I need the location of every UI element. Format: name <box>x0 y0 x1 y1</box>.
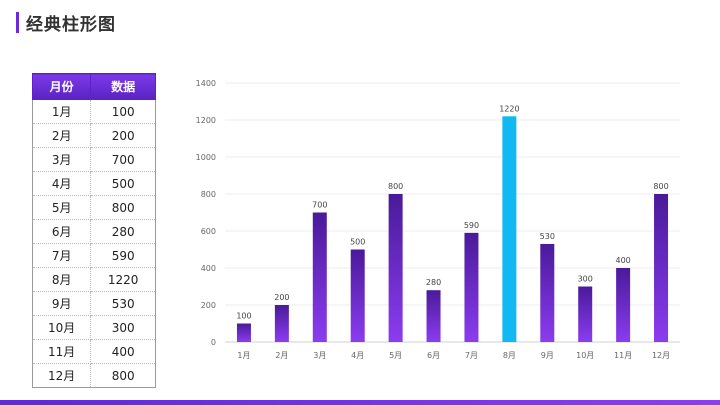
x-tick-label: 6月 <box>427 351 440 360</box>
data-label: 700 <box>312 201 327 210</box>
table-header-month: 月份 <box>31 73 92 100</box>
table-row: 9月 530 <box>31 291 156 316</box>
table-header-row: 月份 数据 <box>31 73 156 100</box>
bar <box>616 268 631 342</box>
data-label: 100 <box>236 312 251 321</box>
title-accent-bar <box>16 12 19 33</box>
bar-chart: 0 200 400 600 800 1000 1200 1400 100 1月 200 2月 700 3月… <box>196 79 680 360</box>
bar <box>236 323 251 342</box>
table-row: 10月 300 <box>31 315 156 340</box>
table-cell-month: 7月 <box>31 243 92 268</box>
bar <box>312 212 327 342</box>
bar <box>502 116 517 342</box>
table-cell-month: 2月 <box>31 123 92 148</box>
data-table: 月份 数据 1月 100 2月 200 3月 700 4月 500 5月 800 6月 28… <box>31 73 156 388</box>
bar <box>426 290 441 342</box>
y-tick-label: 1200 <box>196 116 216 125</box>
table-cell-value: 700 <box>90 147 156 172</box>
table-cell-value: 500 <box>90 171 156 196</box>
table-cell-month: 1月 <box>31 99 92 124</box>
y-tick-label: 0 <box>211 338 216 347</box>
bar <box>578 286 593 342</box>
bar <box>274 305 289 342</box>
y-tick-label: 400 <box>201 264 216 273</box>
table-cell-month: 6月 <box>31 219 92 244</box>
table-row: 12月 800 <box>31 363 156 388</box>
data-label: 500 <box>350 238 365 247</box>
table-cell-month: 11月 <box>31 339 92 364</box>
table-row: 4月 500 <box>31 171 156 196</box>
x-tick-label: 9月 <box>541 351 554 360</box>
data-label: 200 <box>274 293 289 302</box>
table-cell-value: 1220 <box>90 267 156 292</box>
x-tick-label: 8月 <box>503 351 516 360</box>
x-tick-label: 11月 <box>614 351 632 360</box>
table-row: 1月 100 <box>31 99 156 124</box>
bar <box>350 249 365 342</box>
data-label: 590 <box>464 221 479 230</box>
x-tick-label: 3月 <box>313 351 326 360</box>
table-cell-value: 300 <box>90 315 156 340</box>
bar <box>464 232 479 342</box>
bar <box>654 194 669 342</box>
x-tick-label: 1月 <box>237 351 250 360</box>
table-cell-month: 10月 <box>31 315 92 340</box>
table-cell-month: 9月 <box>31 291 92 316</box>
table-cell-value: 280 <box>90 219 156 244</box>
x-tick-label: 7月 <box>465 351 478 360</box>
table-cell-value: 530 <box>90 291 156 316</box>
data-label: 800 <box>388 182 403 191</box>
table-cell-month: 3月 <box>31 147 92 172</box>
data-label: 300 <box>578 275 593 284</box>
data-label: 1220 <box>499 104 519 113</box>
table-row: 8月 1220 <box>31 267 156 292</box>
data-label: 800 <box>653 182 668 191</box>
table-cell-month: 5月 <box>31 195 92 220</box>
data-label: 530 <box>540 232 555 241</box>
table-row: 7月 590 <box>31 243 156 268</box>
y-tick-label: 1400 <box>196 79 216 88</box>
table-cell-value: 100 <box>90 99 156 124</box>
table-row: 6月 280 <box>31 219 156 244</box>
table-row: 3月 700 <box>31 147 156 172</box>
page-title: 经典柱形图 <box>26 15 116 35</box>
table-cell-month: 4月 <box>31 171 92 196</box>
x-tick-label: 12月 <box>652 351 670 360</box>
table-cell-value: 200 <box>90 123 156 148</box>
table-row: 11月 400 <box>31 339 156 364</box>
data-label: 400 <box>615 256 630 265</box>
table-cell-month: 8月 <box>31 267 92 292</box>
x-tick-label: 4月 <box>351 351 364 360</box>
table-cell-month: 12月 <box>31 363 92 388</box>
x-tick-label: 5月 <box>389 351 402 360</box>
y-tick-label: 1000 <box>196 153 216 162</box>
footer-accent-bar <box>0 400 720 405</box>
table-cell-value: 800 <box>90 195 156 220</box>
y-tick-label: 200 <box>201 301 216 310</box>
table-cell-value: 800 <box>90 363 156 388</box>
y-tick-label: 600 <box>201 227 216 236</box>
table-cell-value: 400 <box>90 339 156 364</box>
data-label: 280 <box>426 278 441 287</box>
table-header-value: 数据 <box>90 73 156 100</box>
bar <box>540 243 555 342</box>
y-tick-label: 800 <box>201 190 216 199</box>
x-tick-label: 10月 <box>576 351 594 360</box>
table-row: 5月 800 <box>31 195 156 220</box>
table-row: 2月 200 <box>31 123 156 148</box>
bar <box>388 194 403 342</box>
x-tick-label: 2月 <box>275 351 288 360</box>
table-cell-value: 590 <box>90 243 156 268</box>
